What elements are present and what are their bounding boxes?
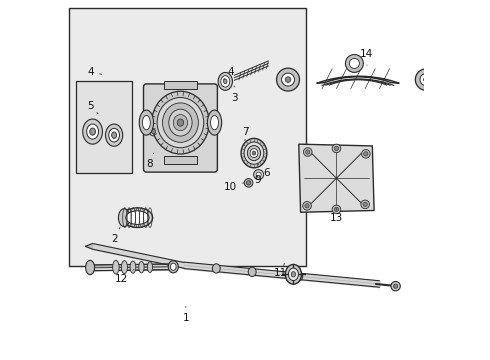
Circle shape: [334, 207, 339, 212]
Ellipse shape: [218, 72, 232, 90]
Circle shape: [349, 58, 359, 68]
Ellipse shape: [122, 208, 153, 228]
Circle shape: [245, 179, 253, 187]
Ellipse shape: [285, 265, 301, 284]
Circle shape: [362, 149, 370, 158]
Ellipse shape: [177, 119, 184, 126]
Circle shape: [363, 202, 368, 207]
Ellipse shape: [244, 142, 264, 164]
Text: 11: 11: [274, 263, 288, 278]
Text: 4: 4: [223, 67, 234, 80]
Text: 6: 6: [258, 164, 270, 178]
Circle shape: [361, 200, 369, 209]
Ellipse shape: [147, 262, 152, 273]
Ellipse shape: [241, 138, 267, 168]
Ellipse shape: [291, 272, 295, 277]
Ellipse shape: [248, 267, 256, 276]
Ellipse shape: [87, 124, 98, 139]
Ellipse shape: [221, 76, 230, 87]
Ellipse shape: [113, 260, 119, 274]
Text: 4: 4: [88, 67, 101, 77]
Circle shape: [334, 146, 339, 150]
Circle shape: [256, 172, 261, 177]
Circle shape: [276, 68, 299, 91]
Circle shape: [285, 77, 291, 82]
Text: 12: 12: [115, 270, 134, 284]
Polygon shape: [317, 76, 399, 83]
Circle shape: [305, 204, 309, 208]
Ellipse shape: [169, 109, 192, 136]
Text: 13: 13: [330, 209, 343, 222]
Bar: [76, 81, 132, 173]
Text: 5: 5: [88, 102, 98, 114]
Circle shape: [254, 170, 264, 180]
Ellipse shape: [90, 128, 96, 135]
Bar: [164, 156, 196, 164]
Ellipse shape: [130, 261, 136, 273]
Ellipse shape: [109, 129, 120, 142]
Text: 14: 14: [360, 49, 373, 65]
Ellipse shape: [105, 124, 122, 146]
Ellipse shape: [139, 261, 144, 273]
Ellipse shape: [250, 149, 258, 158]
Circle shape: [416, 69, 437, 90]
Ellipse shape: [168, 261, 178, 273]
Polygon shape: [85, 243, 93, 249]
Text: 10: 10: [224, 182, 244, 192]
Circle shape: [393, 284, 398, 288]
Ellipse shape: [295, 272, 303, 281]
Text: 8: 8: [147, 153, 153, 169]
Ellipse shape: [86, 260, 95, 275]
Circle shape: [420, 73, 432, 86]
Ellipse shape: [171, 263, 176, 270]
Ellipse shape: [247, 145, 261, 161]
Ellipse shape: [126, 211, 149, 225]
Bar: [69, 8, 306, 266]
Ellipse shape: [252, 151, 256, 155]
Circle shape: [303, 202, 311, 210]
Circle shape: [423, 77, 429, 82]
Circle shape: [332, 205, 341, 214]
Text: 2: 2: [111, 227, 120, 244]
Ellipse shape: [112, 132, 117, 138]
Circle shape: [391, 282, 400, 291]
Ellipse shape: [119, 209, 130, 226]
Text: 1: 1: [182, 306, 189, 323]
Ellipse shape: [122, 261, 127, 274]
Circle shape: [332, 144, 341, 153]
Ellipse shape: [83, 119, 102, 144]
Polygon shape: [299, 144, 374, 212]
Ellipse shape: [152, 91, 209, 154]
Ellipse shape: [212, 264, 220, 273]
Ellipse shape: [223, 79, 227, 84]
Ellipse shape: [143, 116, 150, 130]
Text: 7: 7: [242, 127, 248, 140]
FancyBboxPatch shape: [144, 84, 218, 172]
Ellipse shape: [173, 114, 188, 131]
Circle shape: [345, 54, 364, 72]
Circle shape: [151, 130, 156, 134]
Circle shape: [246, 181, 251, 185]
Ellipse shape: [211, 116, 219, 130]
Ellipse shape: [289, 268, 298, 280]
Ellipse shape: [163, 103, 198, 142]
Circle shape: [149, 127, 158, 136]
Ellipse shape: [207, 110, 221, 135]
Ellipse shape: [139, 110, 153, 135]
Ellipse shape: [157, 98, 204, 148]
Text: 9: 9: [254, 175, 261, 185]
Circle shape: [282, 73, 294, 86]
Circle shape: [306, 150, 310, 154]
Circle shape: [303, 148, 312, 156]
Bar: [164, 81, 196, 89]
Circle shape: [364, 152, 368, 156]
Text: 3: 3: [231, 86, 238, 103]
